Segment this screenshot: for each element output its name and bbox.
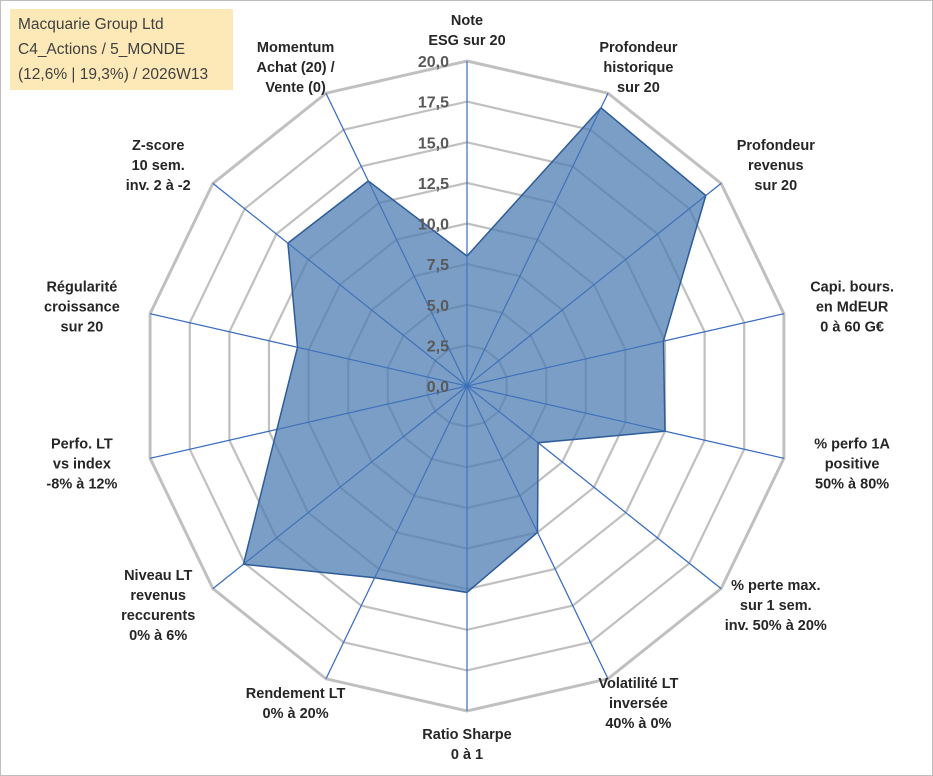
chart-title-line-2: C4_Actions / 5_MONDE (18, 41, 186, 58)
spoke-overlay-9 (212, 385, 468, 589)
axis-label-12: Z-score 10 sem. inv. 2 à -2 (126, 138, 191, 194)
axis-label-3-line-1: en MdEUR (816, 300, 889, 316)
tick-label-6: 15,0 (418, 135, 449, 152)
axis-label-7-line-0: Ratio Sharpe (422, 727, 511, 743)
tick-label-4: 10,0 (418, 217, 449, 234)
tick-label-1: 2,5 (427, 338, 449, 355)
axis-label-12-line-1: 10 sem. (132, 158, 185, 174)
axis-label-4: % perfo 1A positive 50% à 80% (814, 437, 890, 493)
axis-label-6-line-0: Volatilité LT (598, 676, 678, 692)
axis-label-9: Niveau LT revenus reccurents 0% à 6% (121, 568, 195, 644)
spoke-overlay-12 (212, 183, 468, 387)
axis-label-9-line-1: revenus (130, 588, 186, 604)
axis-label-7: Ratio Sharpe 0 à 1 (422, 727, 511, 763)
axis-label-4-line-1: positive (825, 457, 880, 473)
axis-label-11-line-2: sur 20 (61, 320, 104, 336)
spoke-overlay-11 (149, 313, 468, 387)
tick-label-2: 5,0 (427, 298, 449, 315)
axis-label-5-line-1: sur 1 sem. (740, 598, 812, 614)
series-area (242, 106, 707, 594)
tick-label-0: 0,0 (427, 379, 449, 396)
radar-series (149, 61, 785, 711)
axis-label-3: Capi. bours. en MdEUR 0 à 60 G€ (810, 280, 894, 336)
radar-axis-labels: Note ESG sur 20 Profondeur historique sur 20… (44, 13, 894, 763)
axis-label-13-line-1: Achat (20) / (257, 60, 335, 76)
axis-label-11: Régularité croissance sur 20 (44, 280, 120, 336)
axis-label-0: Note ESG sur 20 (428, 13, 505, 49)
axis-label-9-line-3: 0% à 6% (129, 628, 187, 644)
axis-label-8-line-1: 0% à 20% (263, 706, 329, 722)
axis-label-5: % perte max. sur 1 sem. inv. 50% à 20% (725, 578, 827, 634)
axis-label-2-line-1: revenus (748, 158, 804, 174)
axis-label-12-line-0: Z-score (132, 138, 184, 154)
tick-label-3: 7,5 (427, 257, 449, 274)
spoke-overlay-6 (466, 385, 609, 680)
axis-label-0-line-1: ESG sur 20 (428, 33, 505, 49)
axis-label-10-line-0: Perfo. LT (51, 437, 113, 453)
axis-label-1-line-1: historique (603, 60, 673, 76)
axis-label-10-line-2: -8% à 12% (46, 477, 117, 493)
axis-label-0-line-0: Note (451, 13, 483, 29)
axis-label-3-line-0: Capi. bours. (810, 280, 894, 296)
spoke-overlay-2 (466, 183, 722, 387)
axis-label-4-line-2: 50% à 80% (815, 477, 889, 493)
axis-label-4-line-0: % perfo 1A (814, 437, 890, 453)
axis-label-13-line-0: Momentum (257, 40, 334, 56)
spoke-overlay-3 (466, 313, 785, 387)
axis-label-10: Perfo. LT vs index -8% à 12% (46, 437, 117, 493)
tick-label-7: 17,5 (418, 95, 449, 112)
spoke-overlay-4 (466, 385, 785, 459)
tick-label-8: 20,0 (418, 54, 449, 71)
spoke-overlay-8 (325, 385, 468, 680)
radar-tick-labels: 0,0 2,5 5,0 7,5 10,0 12,5 15,0 17,5 20,0 (418, 54, 449, 396)
axis-label-5-line-2: inv. 50% à 20% (725, 618, 827, 634)
axis-label-6-line-2: 40% à 0% (605, 716, 671, 732)
axis-label-7-line-1: 0 à 1 (451, 747, 483, 763)
axis-label-8: Rendement LT 0% à 20% (246, 686, 346, 722)
axis-label-13: Momentum Achat (20) / Vente (0) (257, 40, 335, 96)
axis-label-10-line-1: vs index (53, 457, 111, 473)
tick-label-5: 12,5 (418, 176, 449, 193)
axis-label-1: Profondeur historique sur 20 (599, 40, 677, 96)
axis-label-9-line-2: reccurents (121, 608, 195, 624)
spoke-overlay-1 (466, 92, 609, 387)
chart-title-line-3: (12,6% | 19,3%) / 2026W13 (18, 66, 209, 83)
axis-label-6-line-1: inversée (609, 696, 668, 712)
axis-label-5-line-0: % perte max. (731, 578, 820, 594)
axis-label-2-line-0: Profondeur (737, 138, 815, 154)
axis-label-11-line-1: croissance (44, 300, 120, 316)
axis-label-12-line-2: inv. 2 à -2 (126, 178, 191, 194)
spoke-overlay-10 (149, 385, 468, 459)
chart-title-box: Macquarie Group Ltd C4_Actions / 5_MONDE… (10, 9, 233, 90)
axis-label-1-line-0: Profondeur (599, 40, 677, 56)
axis-label-3-line-2: 0 à 60 G€ (820, 320, 884, 336)
axis-label-6: Volatilité LT inversée 40% à 0% (598, 676, 678, 732)
axis-label-1-line-2: sur 20 (617, 80, 660, 96)
axis-label-2-line-2: sur 20 (754, 178, 797, 194)
spoke-overlay-5 (466, 385, 722, 589)
axis-label-2: Profondeur revenus sur 20 (737, 138, 815, 194)
axis-label-13-line-2: Vente (0) (265, 80, 326, 96)
axis-label-8-line-0: Rendement LT (246, 686, 346, 702)
axis-label-11-line-0: Régularité (46, 280, 117, 296)
spoke-overlay-13 (325, 92, 468, 387)
axis-label-9-line-0: Niveau LT (124, 568, 192, 584)
chart-title-line-1: Macquarie Group Ltd (18, 16, 164, 33)
